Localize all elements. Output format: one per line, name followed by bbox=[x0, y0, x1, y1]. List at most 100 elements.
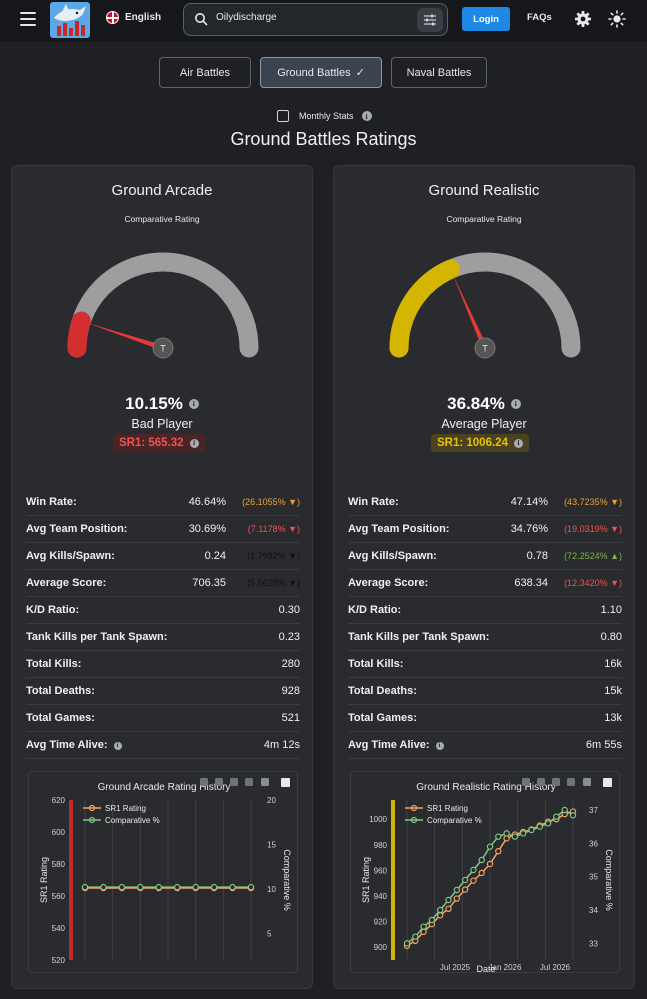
chart-tool-icon[interactable] bbox=[200, 778, 208, 786]
data-point[interactable] bbox=[470, 877, 477, 884]
player-verdict: Bad Player bbox=[131, 417, 193, 431]
login-button[interactable]: Login bbox=[462, 7, 510, 31]
faqs-link[interactable]: FAQs bbox=[527, 12, 552, 23]
info-icon[interactable]: i bbox=[189, 438, 199, 448]
tab-air-battles[interactable]: Air Battles bbox=[159, 57, 251, 88]
stat-label-text: Avg Kills/Spawn: bbox=[26, 550, 115, 562]
stat-label-text: Tank Kills per Tank Spawn: bbox=[348, 631, 490, 643]
chart-tool-icon[interactable] bbox=[261, 778, 269, 786]
data-point[interactable] bbox=[428, 916, 436, 924]
legend-label[interactable]: SR1 Rating bbox=[105, 804, 146, 813]
data-point[interactable] bbox=[403, 940, 411, 947]
stat-label-text: Win Rate: bbox=[26, 496, 77, 508]
legend-label[interactable]: SR1 Rating bbox=[427, 804, 468, 813]
data-point[interactable] bbox=[210, 883, 218, 891]
chart-tool-icon[interactable] bbox=[567, 778, 575, 786]
stat-row: Avg Kills/Spawn: 0.78 (72.2524% ▲) bbox=[348, 543, 622, 570]
data-point[interactable] bbox=[436, 911, 444, 919]
data-point[interactable] bbox=[478, 856, 485, 864]
stat-label-text: Avg Time Alive: bbox=[348, 739, 430, 751]
data-point[interactable] bbox=[453, 886, 461, 894]
search-box[interactable] bbox=[183, 3, 448, 36]
data-point[interactable] bbox=[536, 823, 543, 830]
chart-tool-icon[interactable] bbox=[552, 778, 560, 786]
data-point[interactable] bbox=[453, 895, 461, 902]
y2-tick-label: 33 bbox=[589, 939, 598, 948]
chart-tool-icon[interactable] bbox=[522, 778, 530, 786]
data-point[interactable] bbox=[470, 866, 477, 874]
sr1-value: SR1: 565.32 bbox=[119, 437, 184, 449]
stat-value: 46.64% bbox=[188, 496, 226, 508]
data-point[interactable] bbox=[412, 933, 419, 940]
info-icon[interactable]: i bbox=[435, 742, 444, 750]
data-point[interactable] bbox=[561, 806, 568, 814]
stat-value: 4m 12s bbox=[263, 739, 300, 751]
info-icon[interactable]: i bbox=[113, 742, 122, 750]
data-point[interactable] bbox=[137, 883, 144, 891]
tab-ground-battles[interactable]: Ground Battles ✓ bbox=[260, 57, 382, 88]
data-point[interactable] bbox=[486, 860, 494, 868]
search-input[interactable] bbox=[216, 12, 406, 23]
monthly-stats-toggle[interactable]: Monthly Stats i bbox=[277, 110, 372, 122]
data-point[interactable] bbox=[511, 833, 519, 840]
data-point[interactable] bbox=[436, 906, 444, 914]
data-point[interactable] bbox=[155, 883, 162, 891]
data-point[interactable] bbox=[495, 833, 502, 840]
data-point[interactable] bbox=[486, 843, 494, 850]
data-point[interactable] bbox=[503, 830, 510, 837]
info-icon[interactable]: i bbox=[361, 111, 372, 121]
data-point[interactable] bbox=[247, 883, 255, 891]
data-point[interactable] bbox=[503, 835, 510, 842]
data-point[interactable] bbox=[528, 826, 535, 834]
menu-icon[interactable] bbox=[20, 12, 36, 26]
data-point[interactable] bbox=[519, 830, 527, 837]
rating-history-chart[interactable]: Ground Arcade Rating History 620 600 580 560… bbox=[28, 771, 298, 973]
data-point[interactable] bbox=[445, 896, 452, 904]
language-selector[interactable]: English bbox=[106, 11, 161, 24]
chart-tool-icon[interactable] bbox=[215, 778, 223, 786]
search-filter-button[interactable] bbox=[417, 8, 443, 32]
comparative-rating-label: Comparative Rating bbox=[446, 214, 522, 224]
data-point[interactable] bbox=[553, 813, 560, 820]
data-point[interactable] bbox=[495, 847, 502, 855]
theme-toggle-icon[interactable] bbox=[608, 10, 626, 28]
stat-value: 1.10 bbox=[600, 604, 622, 616]
data-point[interactable] bbox=[100, 883, 107, 891]
legend-label[interactable]: Comparative % bbox=[105, 816, 160, 825]
gauge-needle bbox=[85, 322, 164, 351]
stat-label: Win Rate: bbox=[26, 496, 77, 508]
y-tick-label: 940 bbox=[374, 892, 388, 901]
data-point[interactable] bbox=[461, 886, 469, 893]
data-point[interactable] bbox=[229, 883, 236, 891]
chart-tool-icon[interactable] bbox=[583, 778, 591, 786]
gear-icon[interactable] bbox=[574, 10, 592, 28]
stat-label-text: Tank Kills per Tank Spawn: bbox=[26, 631, 168, 643]
data-point[interactable] bbox=[544, 820, 552, 827]
gauge-pivot bbox=[152, 337, 174, 359]
shark-logo-icon[interactable] bbox=[50, 2, 90, 38]
data-point[interactable] bbox=[478, 869, 485, 877]
data-point[interactable] bbox=[445, 905, 452, 912]
data-point[interactable] bbox=[192, 883, 199, 891]
info-icon[interactable]: i bbox=[188, 398, 199, 409]
data-point[interactable] bbox=[569, 812, 577, 819]
data-point[interactable] bbox=[461, 876, 469, 884]
monthly-stats-checkbox[interactable] bbox=[277, 110, 289, 122]
data-point[interactable] bbox=[420, 923, 427, 930]
chart-export-icon[interactable] bbox=[281, 778, 290, 787]
info-icon[interactable]: i bbox=[513, 438, 523, 448]
legend-label[interactable]: Comparative % bbox=[427, 816, 482, 825]
comparative-rating-label: Comparative Rating bbox=[124, 214, 200, 224]
gauge-needle bbox=[452, 272, 488, 350]
chart-tool-icon[interactable] bbox=[537, 778, 545, 786]
data-point[interactable] bbox=[174, 883, 181, 891]
stat-value: 280 bbox=[281, 658, 300, 670]
info-icon[interactable]: i bbox=[510, 398, 521, 409]
data-point[interactable] bbox=[118, 883, 126, 891]
data-point[interactable] bbox=[81, 883, 89, 891]
tab-naval-battles[interactable]: Naval Battles bbox=[391, 57, 487, 88]
rating-history-chart[interactable]: Ground Realistic Rating History 1000 980 96… bbox=[350, 771, 620, 973]
chart-export-icon[interactable] bbox=[603, 778, 612, 787]
chart-tool-icon[interactable] bbox=[230, 778, 238, 786]
chart-tool-icon[interactable] bbox=[245, 778, 253, 786]
